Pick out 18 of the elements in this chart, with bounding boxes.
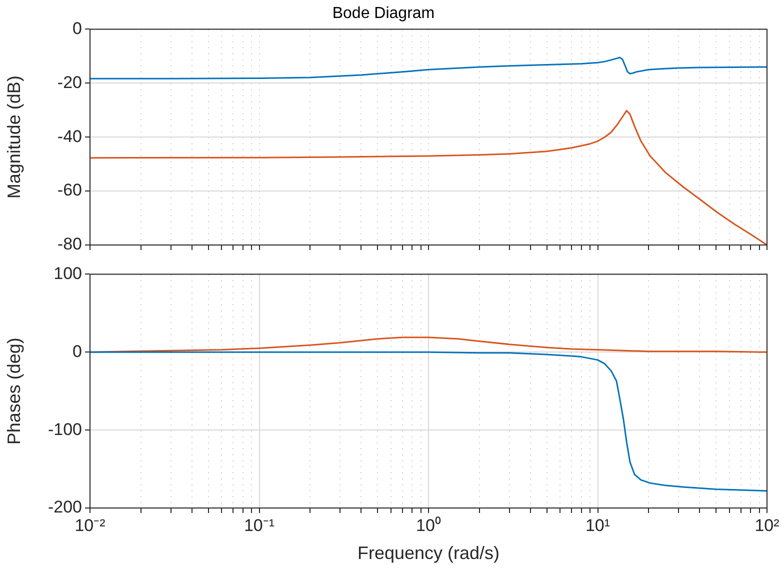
y-tick-label: -100 <box>48 420 82 439</box>
y-axis-title: Phases (deg) <box>4 338 24 445</box>
y-tick-label: 0 <box>72 18 82 38</box>
x-tick-label: 10⁻² <box>74 516 106 535</box>
y-tick-label: -60 <box>57 180 82 200</box>
y-tick-label: -20 <box>57 72 82 92</box>
x-tick-label: 10⁻¹ <box>244 516 275 535</box>
y-tick-label: 0 <box>72 342 82 361</box>
x-tick-label: 10¹ <box>585 516 610 535</box>
x-tick-label: 10⁰ <box>416 516 441 535</box>
chart-title: Bode Diagram <box>332 5 435 22</box>
x-tick-label: 10² <box>754 516 780 535</box>
y-tick-label: -200 <box>48 498 82 517</box>
y-tick-label: -80 <box>57 234 82 254</box>
y-tick-label: 100 <box>54 264 82 283</box>
y-axis-title: Magnitude (dB) <box>4 76 24 199</box>
x-axis-title: Frequency (rad/s) <box>357 543 500 564</box>
y-tick-label: -40 <box>57 126 82 146</box>
